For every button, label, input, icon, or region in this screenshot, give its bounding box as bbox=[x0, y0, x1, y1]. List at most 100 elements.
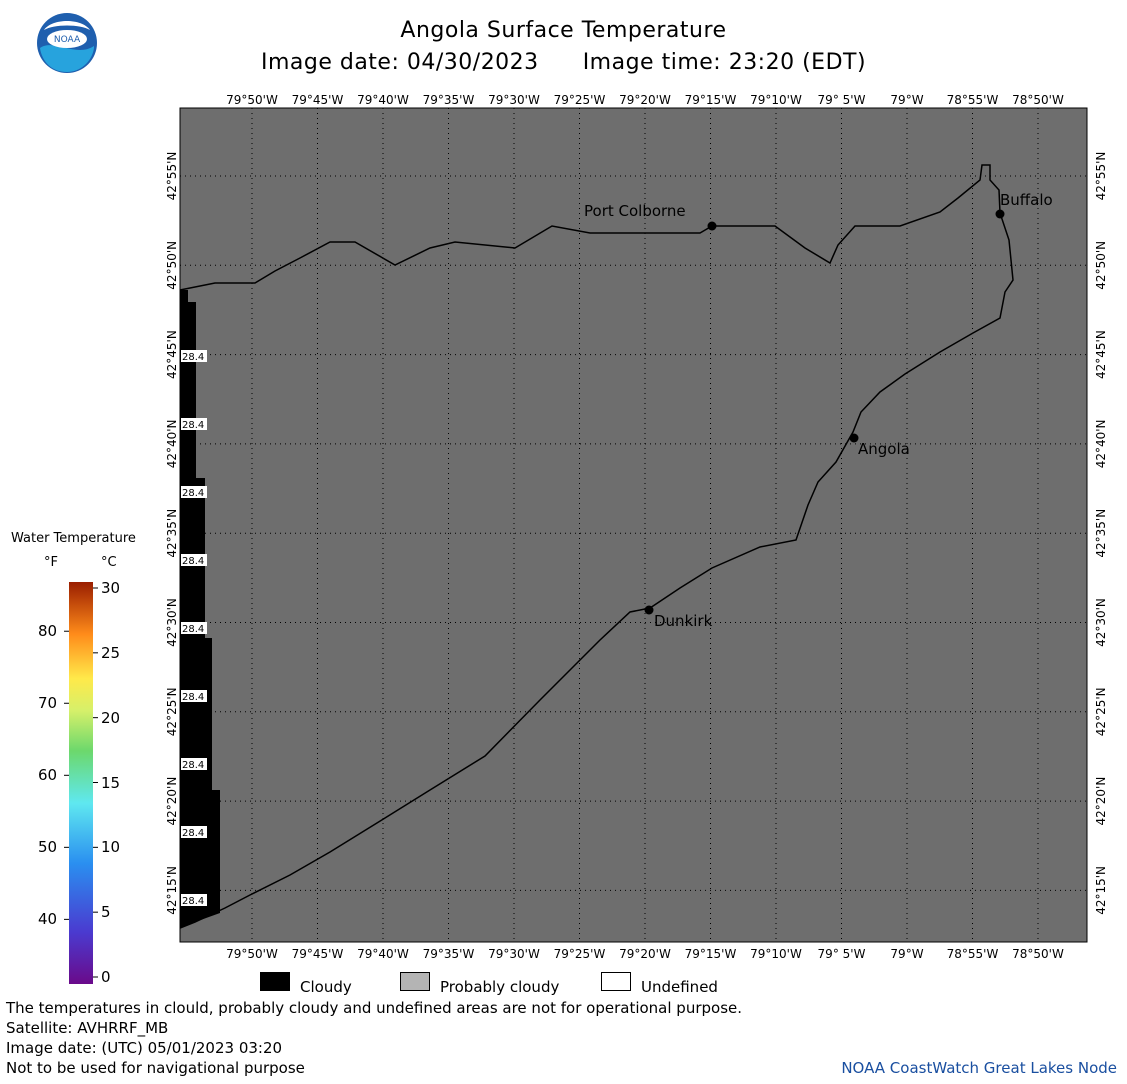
cloud-value-labels: 28.4 28.4 28.4 28.4 28.4 28.4 28.4 28.4 28.4 bbox=[181, 350, 207, 907]
longitude-label: 79°W bbox=[890, 93, 923, 107]
color-scale bbox=[64, 582, 98, 984]
longitude-label: 79°15'W bbox=[685, 93, 737, 107]
noaa-logo: NOAA bbox=[37, 13, 97, 73]
longitude-label: 79°30'W bbox=[488, 947, 540, 961]
probably-cloudy-swatch bbox=[400, 972, 430, 991]
cloud-label-bg bbox=[181, 622, 207, 634]
latitude-label: 42°15'N bbox=[1094, 866, 1108, 915]
cloud-value-label: 28.4 bbox=[182, 488, 204, 499]
celsius-tick-label: 25 bbox=[101, 643, 121, 662]
longitude-label: 79°50'W bbox=[226, 93, 278, 107]
city-label: Dunkirk bbox=[654, 612, 713, 630]
latitude-label: 42°45'N bbox=[165, 330, 179, 379]
celsius-tick-label: 0 bbox=[101, 968, 111, 986]
city-port-colborne: Port Colborne bbox=[584, 202, 717, 231]
celsius-tick-label: 20 bbox=[101, 708, 121, 727]
cloud-label-bg bbox=[181, 486, 207, 498]
longitude-label: 79° 5'W bbox=[818, 93, 866, 107]
map-border bbox=[179, 107, 1088, 943]
cloud-label-bg bbox=[181, 350, 207, 362]
city-label: Port Colborne bbox=[584, 202, 686, 220]
cloudy-label: Cloudy bbox=[300, 978, 352, 996]
latitude-label: 42°15'N bbox=[165, 866, 179, 915]
longitude-label: 79°W bbox=[890, 947, 923, 961]
longitude-label: 79°25'W bbox=[554, 93, 606, 107]
image-time: Image time: 23:20 (EDT) bbox=[582, 50, 867, 75]
cloud-value-label: 28.4 bbox=[182, 420, 204, 431]
fahrenheit-tick-label: 40 bbox=[38, 910, 58, 929]
latitude-label: 42°35'N bbox=[1094, 509, 1108, 558]
celsius-tick-label: 15 bbox=[101, 773, 121, 792]
fahrenheit-tick-label: 50 bbox=[38, 838, 58, 857]
longitude-label: 79° 5'W bbox=[818, 947, 866, 961]
latitude-label: 42°35'N bbox=[165, 509, 179, 558]
longitude-label: 79°10'W bbox=[750, 947, 802, 961]
cloud-value-label: 28.4 bbox=[182, 896, 204, 907]
probably-cloudy-label: Probably cloudy bbox=[440, 978, 560, 996]
fahrenheit-tick-label: 60 bbox=[38, 766, 58, 785]
longitude-label: 79°45'W bbox=[292, 93, 344, 107]
color-bar bbox=[69, 582, 93, 984]
latitude-label: 42°55'N bbox=[165, 152, 179, 201]
longitude-label: 79°25'W bbox=[554, 947, 606, 961]
unit-celsius: °C bbox=[101, 555, 117, 570]
image-date: Image date: 04/30/2023 bbox=[260, 50, 539, 75]
cloud-value-label: 28.4 bbox=[182, 624, 204, 635]
longitude-label: 78°55'W bbox=[947, 947, 999, 961]
grid-lines bbox=[180, 108, 1087, 942]
longitude-label: 79°10'W bbox=[750, 93, 802, 107]
map-subtitle: Image date: 04/30/2023 Image time: 23:20 … bbox=[0, 50, 1127, 75]
fahrenheit-tick-label: 80 bbox=[38, 622, 58, 641]
map-title: Angola Surface Temperature bbox=[400, 18, 727, 43]
undefined-label: Undefined bbox=[641, 978, 718, 996]
cloud-value-label: 28.4 bbox=[182, 692, 204, 703]
latitude-label: 42°25'N bbox=[165, 687, 179, 736]
scale-ticks bbox=[64, 587, 98, 978]
longitude-labels-bottom: 79°50'W 79°45'W 79°40'W 79°35'W 79°30'W 79°25… bbox=[226, 947, 1064, 961]
cloud-label-bg bbox=[181, 690, 207, 702]
longitude-label: 79°15'W bbox=[685, 947, 737, 961]
land-north bbox=[180, 108, 1087, 942]
credit: NOAA CoastWatch Great Lakes Node bbox=[841, 1059, 1117, 1077]
longitude-label: 79°35'W bbox=[423, 947, 475, 961]
celsius-tick-label: 5 bbox=[101, 903, 111, 922]
longitude-labels-top: 79°50'W 79°45'W 79°40'W 79°35'W 79°30'W 79°25… bbox=[226, 93, 1064, 107]
latitude-label: 42°50'N bbox=[1094, 241, 1108, 290]
longitude-label: 78°55'W bbox=[947, 93, 999, 107]
latitude-label: 42°30'N bbox=[165, 598, 179, 647]
utc-date: Image date: (UTC) 05/01/2023 03:20 bbox=[6, 1039, 283, 1057]
city-dunkirk: Dunkirk bbox=[644, 605, 713, 630]
logo-text: NOAA bbox=[54, 35, 81, 45]
city-label: Angola bbox=[858, 440, 910, 458]
longitude-label: 79°35'W bbox=[423, 93, 475, 107]
longitude-label: 79°45'W bbox=[292, 947, 344, 961]
longitude-label: 79°40'W bbox=[357, 947, 409, 961]
latitude-label: 42°40'N bbox=[165, 419, 179, 468]
cloud-label-bg bbox=[181, 418, 207, 430]
satellite: Satellite: AVHRRF_MB bbox=[6, 1019, 169, 1037]
longitude-label: 79°30'W bbox=[488, 93, 540, 107]
longitude-label: 79°40'W bbox=[357, 93, 409, 107]
city-angola: Angola bbox=[849, 433, 910, 458]
latitude-label: 42°55'N bbox=[1094, 152, 1108, 201]
undefined-swatch bbox=[601, 972, 631, 991]
longitude-label: 78°50'W bbox=[1012, 947, 1064, 961]
cloud-label-bg bbox=[181, 894, 207, 906]
celsius-tick-label: 10 bbox=[101, 838, 121, 857]
legend-title: Water Temperature bbox=[11, 531, 136, 546]
shoreline bbox=[179, 164, 1014, 929]
cloud-value-label: 28.4 bbox=[182, 352, 204, 363]
cloud-value-label: 28.4 bbox=[182, 556, 204, 567]
latitude-label: 42°40'N bbox=[1094, 419, 1108, 468]
longitude-label: 79°20'W bbox=[619, 93, 671, 107]
nav-warning: Not to be used for navigational purpose bbox=[6, 1059, 305, 1077]
latitude-labels-left: 42°55'N 42°50'N 42°45'N 42°40'N 42°35'N 42°30… bbox=[165, 152, 179, 915]
latitude-label: 42°50'N bbox=[165, 241, 179, 290]
latitude-label: 42°20'N bbox=[165, 777, 179, 826]
longitude-label: 78°50'W bbox=[1012, 93, 1064, 107]
longitude-label: 79°50'W bbox=[226, 947, 278, 961]
cloud-value-label: 28.4 bbox=[182, 828, 204, 839]
celsius-tick-label: 30 bbox=[101, 579, 121, 597]
cloud-label-bg bbox=[181, 554, 207, 566]
